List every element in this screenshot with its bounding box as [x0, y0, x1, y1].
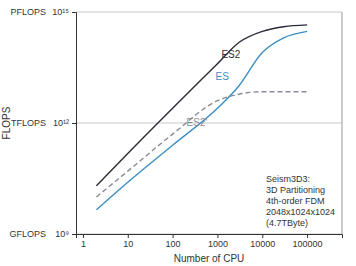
x-tick: 100000: [293, 234, 323, 249]
annotation: Seism3D3:: [266, 174, 310, 184]
chart: 1 10 100 1000 10000 100000 10⁹ 10¹² 10¹⁵ GFLOPS TF…: [0, 0, 356, 266]
series-line: [96, 25, 307, 186]
y-tick: 10¹⁵: [52, 7, 76, 17]
x-tick-mark: [128, 234, 129, 238]
y-axis-line: [72, 13, 77, 235]
y-tick-mark: [72, 12, 76, 13]
x-tick-label: 10000: [250, 239, 275, 249]
x-axis-line: [77, 235, 343, 239]
y-tick-mark: [72, 123, 76, 124]
x-tick-mark: [83, 234, 84, 238]
y-axis: 10⁹ 10¹² 10¹⁵: [52, 7, 76, 239]
x-tick-mark: [173, 234, 174, 238]
series-label: ES2': [187, 117, 208, 128]
x-tick: 1: [81, 234, 86, 249]
annotation: 3D Partitioning: [266, 185, 325, 195]
annotation: 2048x1024x1024: [266, 207, 335, 217]
y-tick: 10⁹: [55, 229, 76, 239]
x-tick-mark: [217, 234, 218, 238]
x-tick: 10: [123, 234, 133, 249]
y-tick-label: 10⁹: [55, 229, 69, 239]
y-unit-label: TFLOPS: [11, 118, 46, 128]
y-unit-label: PFLOPS: [10, 7, 46, 17]
y-axis-title: FLOPS: [1, 106, 12, 139]
annotation: 4th-order FDM: [266, 196, 325, 206]
y-tick: 10¹²: [53, 118, 76, 128]
y-unit-label: GFLOPS: [9, 229, 46, 239]
x-tick-label: 100000: [293, 239, 323, 249]
x-axis-title: Number of CPU: [174, 253, 245, 264]
annotation: (4.7TByte): [266, 218, 308, 228]
x-tick: 10000: [250, 234, 275, 249]
x-tick-mark: [262, 234, 263, 238]
x-tick-label: 100: [166, 239, 181, 249]
grid: [76, 12, 342, 234]
grid-line: [76, 12, 342, 13]
x-tick: 1000: [208, 234, 228, 249]
series-label: ES2: [221, 49, 240, 60]
y-tick-label: 10¹²: [53, 118, 69, 128]
y-tick-mark: [72, 234, 76, 235]
x-tick-label: 10: [123, 239, 133, 249]
series-label: ES: [215, 71, 229, 82]
y-tick-label: 10¹⁵: [52, 7, 69, 17]
grid-line: [76, 123, 342, 124]
x-tick-mark: [307, 234, 308, 238]
plot-frame: [342, 12, 343, 234]
x-axis: 1 10 100 1000 10000 100000: [77, 234, 343, 249]
x-tick-label: 1000: [208, 239, 228, 249]
x-tick: 100: [166, 234, 181, 249]
x-tick-label: 1: [81, 239, 86, 249]
